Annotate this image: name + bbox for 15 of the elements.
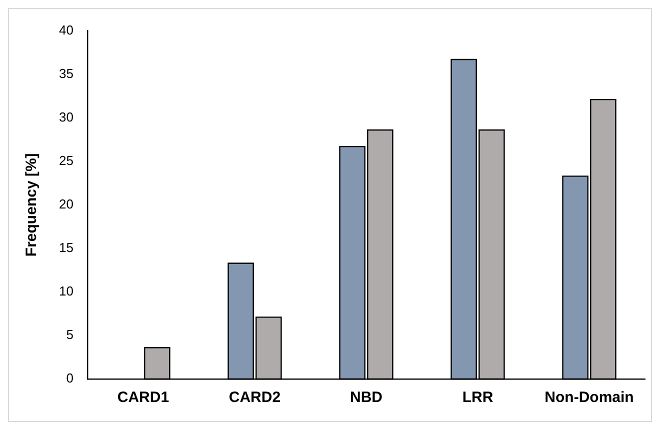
x-tick-label: NBD (350, 389, 383, 406)
y-tick-label: 0 (66, 370, 74, 386)
x-tick-label: CARD1 (117, 389, 170, 406)
x-tick-label: LRR (462, 389, 494, 406)
x-tick-label: CARD2 (228, 389, 281, 406)
y-tick-label: 15 (58, 240, 74, 256)
y-tick-label: 40 (58, 22, 74, 38)
y-tick-label: 20 (58, 196, 74, 212)
y-tick-label: 10 (58, 284, 74, 299)
y-tick-label: 30 (58, 109, 74, 124)
x-tick-label: Non-Domain (544, 389, 634, 406)
y-tick-label: 5 (66, 327, 74, 342)
y-axis-title: Frequency [%] (23, 153, 40, 257)
y-tick-label: 35 (58, 66, 74, 81)
y-tick-label: 25 (58, 152, 74, 168)
